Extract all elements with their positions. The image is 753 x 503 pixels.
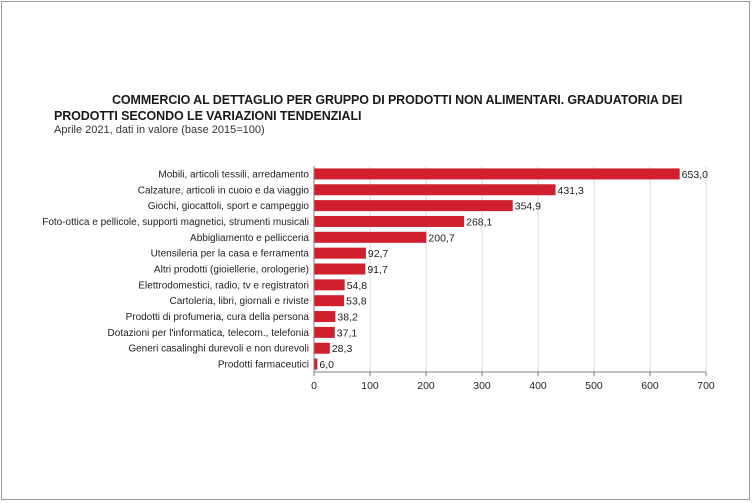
value-label-10: 37,1: [337, 327, 358, 339]
x-tick-label-4: 400: [529, 380, 547, 392]
category-label-4: Abbigliamento e pellicceria: [190, 233, 309, 244]
bar-12: [314, 358, 318, 370]
category-label-9: Prodotti di profumeria, cura della perso…: [126, 312, 310, 323]
bar-6: [314, 263, 366, 275]
bar-1: [314, 184, 556, 196]
value-label-1: 431,3: [558, 185, 584, 197]
bar-11: [314, 342, 330, 354]
chart-subtitle: Aprile 2021, dati in valore (base 2015=1…: [54, 124, 265, 136]
category-label-5: Utensileria per la casa e ferramenta: [151, 249, 310, 260]
category-label-8: Cartoleria, libri, giornali e riviste: [170, 296, 310, 307]
bar-9: [314, 311, 336, 323]
category-label-12: Prodotti farmaceutici: [218, 360, 309, 371]
category-label-10: Dotazioni per l'informatica, telecom., t…: [108, 328, 310, 339]
x-tick-label-3: 300: [473, 380, 491, 392]
category-label-6: Altri prodotti (gioiellerie, orologerie): [154, 265, 309, 276]
value-label-8: 53,8: [346, 296, 367, 308]
value-label-7: 54,8: [347, 280, 368, 292]
bar-4: [314, 231, 427, 243]
x-tick-label-1: 100: [361, 380, 379, 392]
bar-3: [314, 215, 465, 227]
x-tick-label-6: 600: [641, 380, 659, 392]
bar-5: [314, 247, 366, 259]
value-label-9: 38,2: [337, 312, 358, 324]
category-label-7: Elettrodomestici, radio, tv e registrato…: [138, 280, 309, 291]
chart-title: COMMERCIO AL DETTAGLIO PER GRUPPO DI PRO…: [54, 93, 683, 123]
value-label-3: 268,1: [466, 216, 492, 228]
value-label-12: 6,0: [319, 359, 334, 371]
bar-7: [314, 279, 345, 291]
value-label-11: 28,3: [332, 343, 353, 355]
value-label-5: 92,7: [368, 248, 389, 260]
value-label-4: 200,7: [428, 232, 454, 244]
bar-2: [314, 200, 513, 212]
bar-10: [314, 326, 335, 338]
value-label-6: 91,7: [367, 264, 388, 276]
value-label-2: 354,9: [515, 201, 541, 213]
x-tick-label-0: 0: [311, 380, 317, 392]
bar-0: [314, 168, 680, 180]
category-label-0: Mobili, articoli tessili, arredamento: [158, 169, 309, 180]
category-label-1: Calzature, articoli in cuoio e da viaggi…: [138, 185, 310, 196]
bar-8: [314, 295, 345, 307]
value-label-0: 653,0: [682, 169, 708, 181]
x-tick-label-2: 200: [417, 380, 435, 392]
x-tick-label-7: 700: [697, 380, 715, 392]
category-label-3: Foto-ottica e pellicole, supporti magnet…: [42, 217, 309, 228]
x-tick-label-5: 500: [585, 380, 603, 392]
category-label-11: Generi casalinghi durevoli e non durevol…: [128, 344, 309, 355]
category-label-2: Giochi, giocattoli, sport e campeggio: [148, 201, 310, 212]
